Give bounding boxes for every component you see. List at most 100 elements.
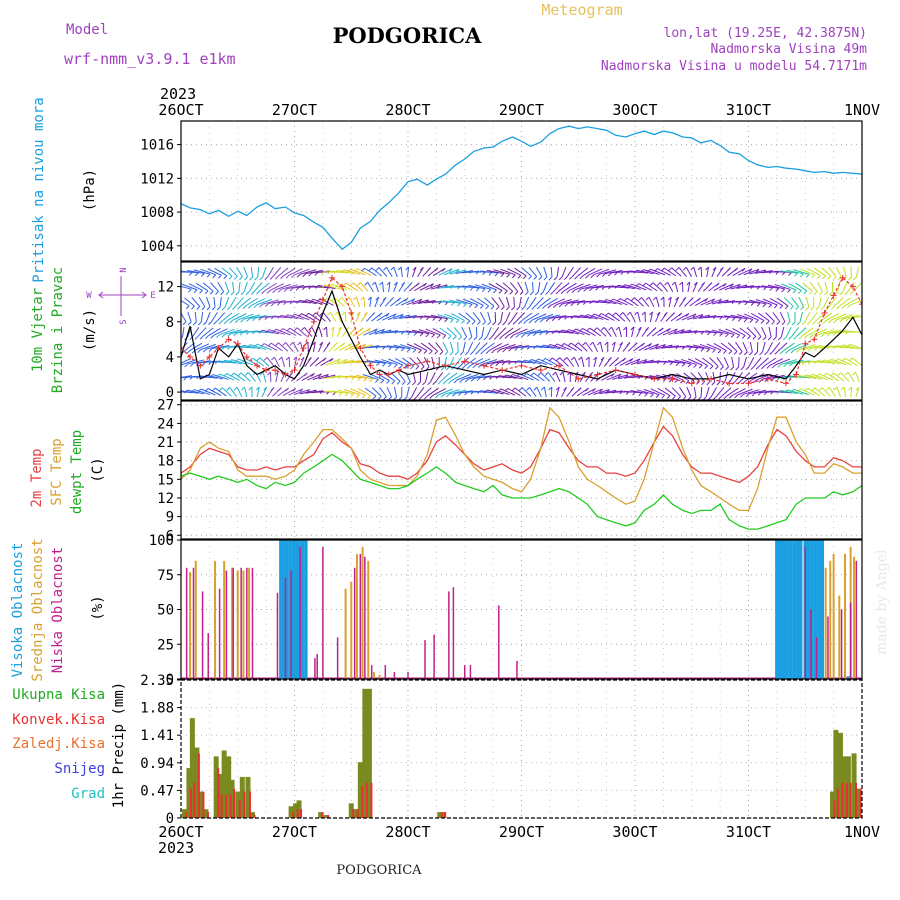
wind-barb (655, 394, 660, 398)
wind-barb (608, 312, 620, 322)
wind-barb (394, 347, 399, 351)
wind-barb (303, 372, 308, 377)
cloud-bar-high (775, 540, 779, 679)
y-ticklabel: 25 (157, 637, 174, 653)
wind-barb (713, 396, 717, 400)
wind-barb (577, 267, 589, 277)
wind-barb (527, 333, 531, 337)
wind-barb (409, 357, 420, 367)
precip-bar-conv (859, 788, 862, 818)
wind-barb (599, 389, 617, 395)
wind-barb (508, 347, 513, 352)
wind-barb (524, 359, 542, 365)
wind-barb (749, 389, 767, 395)
wind-barb (208, 321, 212, 326)
wind-barb (281, 284, 298, 290)
wind-barb (819, 373, 834, 381)
wind-barb (566, 267, 574, 277)
cloud-bar-low (336, 637, 339, 679)
wind-barb (316, 298, 321, 303)
wind-barb (462, 298, 478, 306)
clouds-plot (181, 540, 862, 679)
wind-barb (528, 267, 538, 277)
wind-barb (188, 271, 193, 276)
cloud-bar-high (785, 540, 789, 679)
cloud-bar-high (788, 540, 793, 679)
wind-barb (386, 386, 392, 398)
wind-barb (364, 311, 368, 316)
wind-barb (182, 326, 185, 338)
wind-barb (442, 380, 447, 385)
pressure-unit: (hPa) (82, 169, 98, 211)
wind-barb (636, 358, 641, 363)
wind-barb (848, 276, 852, 281)
precip-bar-total (221, 750, 227, 818)
wind-barb (779, 311, 786, 323)
wind-barb (329, 358, 334, 362)
wind-barb (262, 329, 280, 335)
wind-barb (487, 321, 491, 326)
wind-barb (543, 386, 547, 398)
wind-barb (686, 345, 704, 349)
wind-barb (711, 381, 716, 386)
wind-barb (254, 276, 259, 281)
precip-frame (180, 679, 863, 819)
wind-barb (756, 302, 761, 307)
wind-barb (471, 320, 476, 325)
wind-barb (334, 342, 338, 346)
wind-barb (533, 386, 538, 391)
cloud-bar-low (225, 570, 228, 679)
wind-barb (701, 281, 705, 286)
wind-barb (580, 284, 598, 290)
wind-barb (428, 350, 433, 355)
wind-barb (420, 366, 425, 370)
wind-barb (455, 269, 473, 275)
precip-bar-total (845, 756, 851, 818)
wind-barb (324, 284, 342, 290)
wind-barb (728, 350, 733, 355)
wind-barb (804, 311, 811, 323)
wind-barb (853, 276, 857, 281)
wind-barb (235, 358, 239, 363)
wind-barb (777, 336, 782, 341)
cloud-bar-low (251, 567, 254, 679)
wind-barb (824, 359, 841, 365)
wind-barb (675, 296, 679, 301)
wind-barb (839, 318, 844, 323)
wind-barb (255, 386, 260, 391)
wind-barb (367, 296, 372, 301)
cloud-bar-low (299, 546, 301, 679)
x-ticklabels-top: 26OCT 27OCT 28OCT 29OCT 30OCT 31OCT 1NOV (158, 101, 880, 119)
wind-barb (561, 329, 579, 335)
wind-barb (405, 330, 424, 334)
wind-barb (844, 298, 858, 306)
wind-barb (194, 389, 210, 395)
wind-barb (622, 312, 631, 322)
wind-barb (581, 356, 585, 368)
wind-barb (538, 276, 543, 281)
wind-barb (348, 343, 353, 347)
precip-bar-total (842, 756, 848, 818)
wind-barb (396, 380, 401, 385)
wind-barb (558, 282, 570, 292)
cloud-bar-low (407, 672, 409, 679)
wind-barb (385, 312, 390, 317)
wind-barb (211, 306, 216, 311)
wind-barb (302, 273, 307, 277)
wind-barb (555, 330, 573, 334)
wind-barb (587, 314, 604, 320)
wind-barb (565, 329, 570, 333)
wind-barb (713, 332, 717, 337)
wind-barb (615, 357, 619, 362)
wind-barb (463, 303, 467, 308)
wind-barb (837, 358, 853, 366)
wind-barb (490, 305, 495, 310)
wind-barb (357, 388, 371, 396)
wind-barb (291, 313, 295, 318)
wind-barb (520, 312, 533, 322)
wind-barb (535, 266, 543, 278)
wind-barb (797, 388, 802, 393)
wind-barb (558, 276, 563, 281)
wind-barb (399, 315, 417, 319)
temperature-plot (181, 406, 862, 530)
